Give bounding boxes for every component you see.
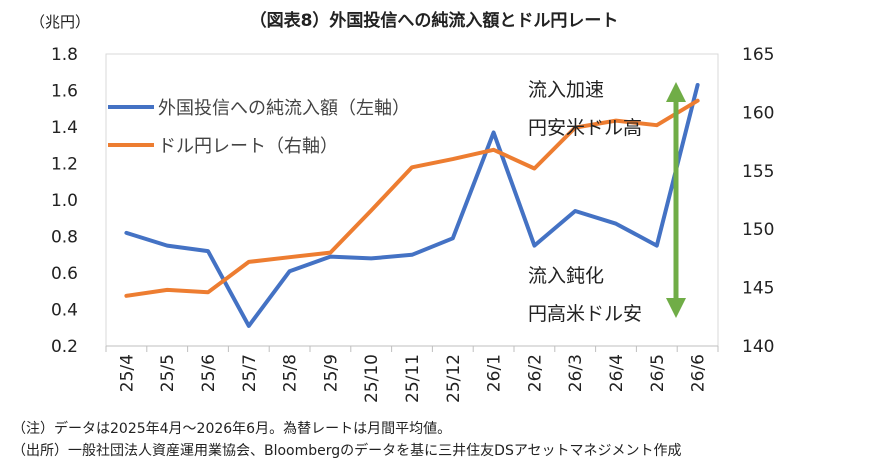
series-line-inflow	[124, 83, 700, 328]
x-tick-label: 25/5	[158, 354, 178, 392]
left-y-tick-label: 1.0	[51, 191, 78, 211]
x-tick-label: 26/6	[689, 354, 709, 392]
double-arrow-icon	[666, 82, 686, 318]
x-tick-label: 26/2	[525, 354, 545, 392]
annotations: 流入加速 円安米ドル高 流入鈍化 円高米ドル安	[528, 79, 686, 325]
left-y-tick-label: 0.8	[51, 228, 78, 248]
x-tick-label: 25/4	[117, 354, 137, 392]
x-tick-label: 25/7	[240, 354, 260, 392]
legend-label-usdjpy: ドル円レート（右軸）	[158, 136, 338, 157]
left-y-tick-label: 1.8	[51, 45, 78, 65]
footnote-note: （注）データは2025年4月～2026年6月。為替レートは月間平均値。	[12, 421, 452, 437]
x-tick-label: 25/9	[321, 354, 341, 392]
left-y-tick-label: 0.6	[51, 264, 78, 284]
annotation-top-line1: 流入加速	[528, 79, 604, 101]
left-y-tick-label: 1.2	[51, 155, 78, 175]
x-tick-label: 26/5	[648, 354, 668, 392]
x-tick-label: 25/12	[444, 354, 464, 403]
x-tick-label: 25/10	[362, 354, 382, 403]
arrow-head-down	[666, 298, 686, 318]
annotation-bottom-line2: 円高米ドル安	[528, 303, 642, 325]
right-y-tick-label: 150	[742, 220, 774, 240]
chart-title: （図表8）外国投信への純流入額とドル円レート	[250, 10, 619, 31]
left-y-tick-label: 1.6	[51, 82, 78, 102]
left-axis-unit: （兆円）	[30, 13, 90, 31]
arrow-head-up	[666, 82, 686, 102]
x-tick-label: 26/3	[566, 354, 586, 392]
right-y-tick-label: 155	[742, 162, 774, 182]
right-y-tick-label: 140	[742, 337, 774, 357]
x-tick-label: 26/1	[485, 354, 505, 392]
series-lines	[124, 83, 700, 328]
left-y-tick-label: 1.4	[51, 118, 78, 138]
x-tick-label: 25/11	[403, 354, 423, 403]
left-y-tick-label: 0.2	[51, 337, 78, 357]
legend-label-inflow: 外国投信への純流入額（左軸）	[158, 98, 410, 119]
x-tick-label: 25/6	[199, 354, 219, 392]
footnote-source: （出所）一般社団法人資産運用業協会、Bloombergのデータを基に三井住友DS…	[12, 443, 682, 459]
axes: 25/4 25/5 25/6 25/7 25/8 25/9 25/10 25/11 25/12 2…	[51, 45, 775, 403]
x-tick-label: 26/4	[607, 354, 627, 392]
x-tick-label: 25/8	[281, 354, 301, 392]
right-y-tick-label: 145	[742, 279, 774, 299]
left-y-tick-label: 0.4	[51, 301, 78, 321]
right-y-tick-label: 165	[742, 45, 774, 65]
series-line-usdjpy	[124, 98, 700, 298]
annotation-top-line2: 円安米ドル高	[528, 117, 642, 139]
annotation-bottom-line1: 流入鈍化	[528, 265, 604, 287]
legend: 外国投信への純流入額（左軸） ドル円レート（右軸）	[108, 98, 410, 157]
right-y-tick-label: 160	[742, 103, 774, 123]
